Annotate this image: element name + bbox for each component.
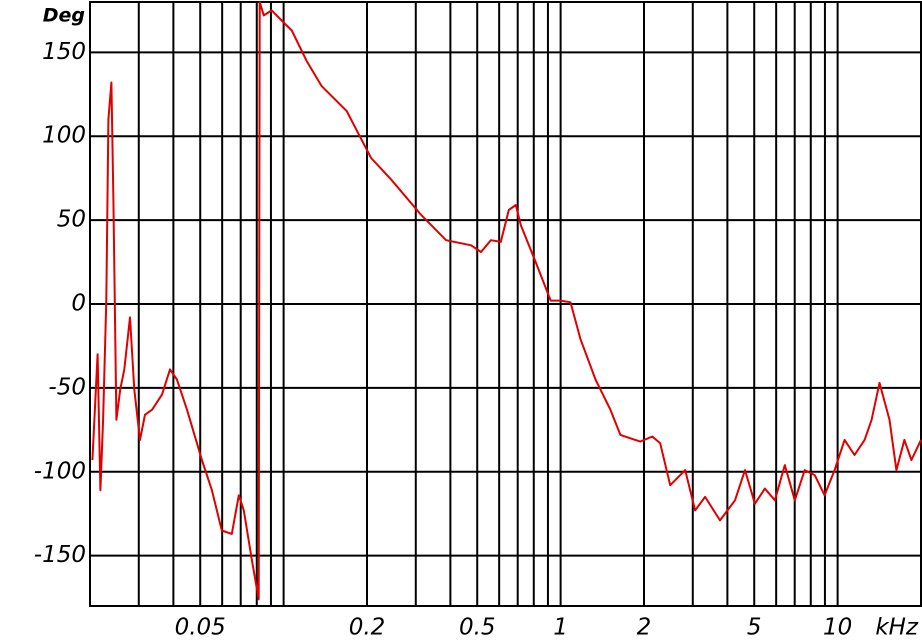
x-tick-label: 10 [823,615,852,641]
y-tick-label: 0 [71,291,86,317]
phase-line [91,1,922,601]
x-tick-label: 0.2 [349,615,386,641]
y-tick-label: -50 [48,374,86,400]
x-tick-label: 5 [747,615,762,641]
x-tick-label: 1 [553,615,568,641]
y-axis-label: Deg [43,5,85,27]
y-tick-label: -150 [34,542,86,568]
x-tick-label: 0.05 [175,615,226,641]
y-tick-label: 150 [42,39,86,65]
y-tick-label: 50 [57,207,86,233]
x-tick-label: 0.5 [459,615,496,641]
x-unit-label: kHz [875,615,919,641]
y-tick-label: -100 [34,458,86,484]
x-tick-label: 2 [637,615,652,641]
y-tick-label: 100 [42,123,86,149]
